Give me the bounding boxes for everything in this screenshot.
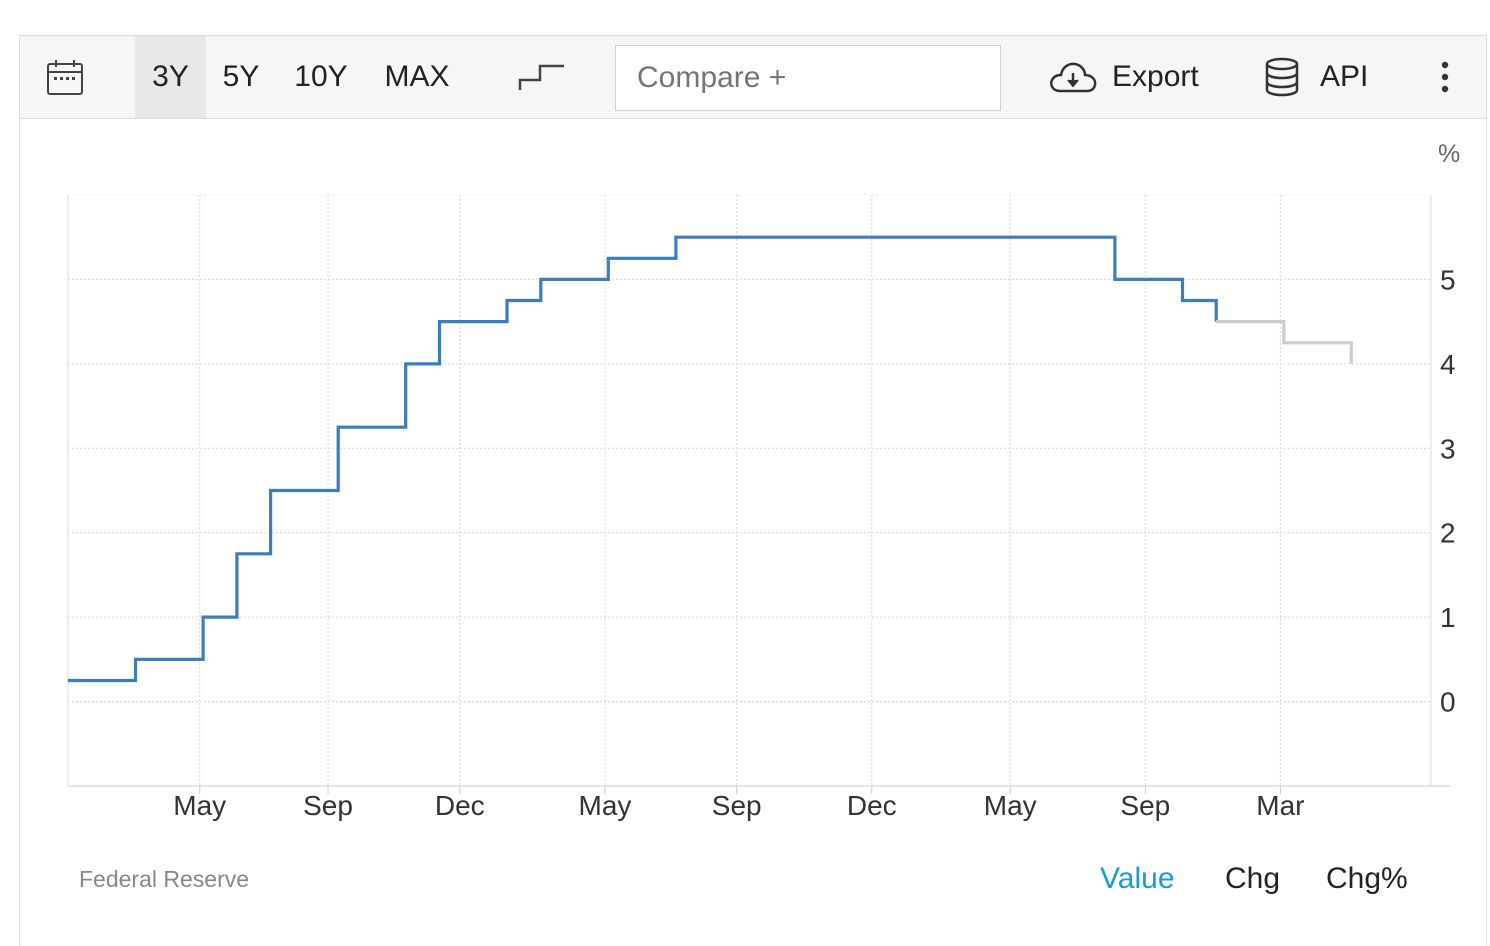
rate-series-line [68,235,1218,683]
vertical-dots-icon[interactable] [1430,36,1460,118]
x-tick-label: May [984,790,1037,821]
cloud-download-icon[interactable] [1046,36,1100,118]
api-button[interactable]: API [1320,60,1369,93]
x-tick-label: May [173,790,226,821]
y-tick-label: 2 [1440,518,1456,549]
compare-input[interactable]: Compare + [615,45,1001,111]
range-10y-button[interactable]: 10Y [294,60,348,93]
y-unit-label: % [1438,140,1461,168]
y-tick-label: 3 [1440,433,1456,464]
mode-value-button[interactable]: Value [1100,862,1175,895]
range-max-button[interactable]: MAX [384,60,450,93]
range-3y-button[interactable]: 3Y [135,36,206,118]
y-tick-label: 1 [1440,602,1456,633]
calendar-icon[interactable] [40,36,90,118]
x-tick-label: Dec [847,790,897,821]
export-button[interactable]: Export [1112,60,1199,93]
x-tick-label: Dec [435,790,485,821]
mode-chg-button[interactable]: Chg [1225,862,1281,895]
x-tick-label: Sep [712,790,762,821]
y-tick-label: 5 [1440,264,1456,295]
x-tick-label: Sep [1120,790,1170,821]
x-tick-label: May [579,790,632,821]
range-5y-button[interactable]: 5Y [222,60,260,93]
chart-toolbar: 3Y 5Y 10Y MAX Compare + Export API [19,35,1487,119]
source-label: Federal Reserve [79,866,250,892]
database-icon[interactable] [1261,36,1303,118]
x-tick-label: Mar [1256,790,1304,821]
y-tick-label: 0 [1440,687,1456,718]
step-line-icon[interactable] [512,36,572,118]
x-tick-label: Sep [303,790,353,821]
mode-chg-pct-button[interactable]: Chg% [1326,862,1408,895]
forecast-series-line [1216,320,1353,364]
y-tick-label: 4 [1440,349,1456,380]
